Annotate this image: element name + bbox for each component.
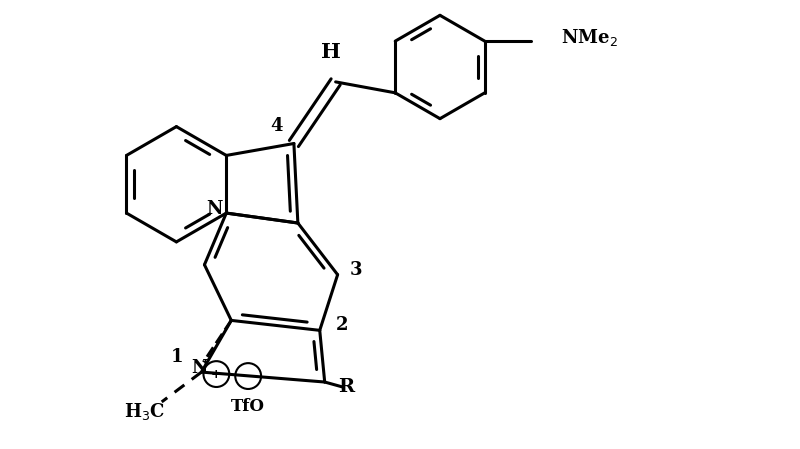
Text: H: H — [321, 42, 341, 62]
Text: −: − — [243, 370, 254, 383]
Text: TfO: TfO — [231, 398, 265, 415]
Text: +: + — [211, 368, 222, 381]
Text: 1: 1 — [170, 348, 183, 366]
Text: 3: 3 — [350, 261, 362, 279]
Text: NMe$_2$: NMe$_2$ — [562, 26, 618, 48]
Text: N: N — [191, 359, 208, 377]
Text: 4: 4 — [270, 117, 282, 135]
Text: 2: 2 — [335, 317, 348, 335]
Text: N: N — [206, 200, 222, 218]
Text: H$_3$C: H$_3$C — [124, 401, 166, 423]
Text: R: R — [338, 378, 354, 396]
